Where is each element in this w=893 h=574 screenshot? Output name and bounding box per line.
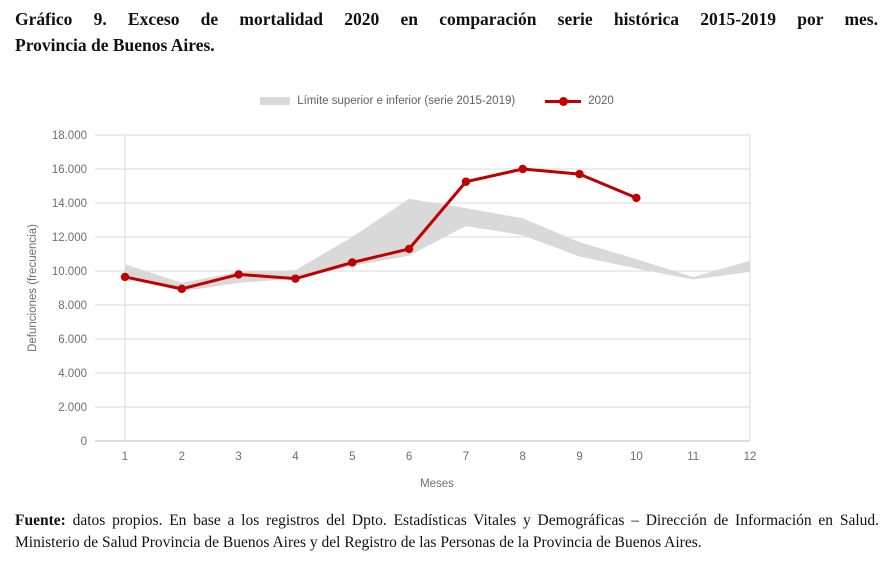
x-tick-label: 12 <box>744 451 757 463</box>
line-2020 <box>123 167 638 291</box>
caption-line-2: Provincia de Buenos Aires. <box>15 35 215 55</box>
source-line-1-text: datos propios. En base a los registros d… <box>65 512 879 529</box>
line-marker-icon <box>545 96 582 106</box>
y-axis-title: Defunciones (frecuencia) <box>27 224 39 352</box>
band-2015-2019 <box>125 198 750 292</box>
legend-label-band: Límite superior e inferior (serie 2015-2… <box>297 95 516 107</box>
source-note: Fuente: datos propios. En base a los reg… <box>15 510 879 553</box>
source-line-1: Fuente: datos propios. En base a los reg… <box>15 510 879 532</box>
data-point-2020 <box>575 169 584 179</box>
x-tick-label: 3 <box>235 451 241 463</box>
x-axis-title: Meses <box>420 478 454 490</box>
legend-item-2020: 2020 <box>545 95 614 107</box>
x-tick-label: 5 <box>349 451 355 463</box>
y-tick-label: 18.000 <box>52 130 87 142</box>
y-tick-label: 12.000 <box>52 232 87 244</box>
data-point-2020 <box>461 177 471 186</box>
y-tick-label: 10.000 <box>52 266 87 278</box>
x-tick-label: 2 <box>179 451 185 463</box>
y-tick-label: 0 <box>81 436 87 448</box>
y-tick-label: 8.000 <box>58 300 87 312</box>
chart-caption: Gráfico 9. Exceso de mortalidad 2020 en … <box>15 6 878 58</box>
y-tick-label: 2.000 <box>58 402 87 414</box>
chart-legend: Límite superior e inferior (serie 2015-2… <box>0 95 874 107</box>
data-point-2020 <box>234 270 243 279</box>
data-point-2020 <box>632 193 641 203</box>
x-tick-label: 11 <box>687 451 699 463</box>
legend-item-band: Límite superior e inferior (serie 2015-2… <box>260 95 515 107</box>
x-tick-label: 6 <box>406 451 412 463</box>
x-tick-label: 9 <box>576 451 582 463</box>
source-line-2: Ministerio de Salud Provincia de Buenos … <box>15 533 702 551</box>
x-tick-label: 1 <box>122 451 128 463</box>
data-point-2020 <box>348 258 357 267</box>
x-tick-label: 8 <box>520 451 526 463</box>
data-point-2020 <box>177 284 187 294</box>
y-tick-label: 4.000 <box>58 368 87 380</box>
y-tick-label: 16.000 <box>52 164 87 176</box>
y-tick-label: 6.000 <box>58 334 87 346</box>
x-tick-label: 4 <box>292 451 299 463</box>
source-prefix: Fuente: <box>15 512 66 529</box>
band-swatch-icon <box>260 97 291 105</box>
x-tick-label: 10 <box>630 451 643 463</box>
y-tick-label: 14.000 <box>52 198 87 210</box>
data-point-2020 <box>291 274 300 283</box>
legend-label-2020: 2020 <box>588 95 614 107</box>
marker-dot-icon <box>558 96 568 106</box>
data-point-2020 <box>404 244 414 254</box>
data-point-2020 <box>120 272 130 282</box>
caption-line-1: Gráfico 9. Exceso de mortalidad 2020 en … <box>15 9 878 29</box>
data-point-2020 <box>518 164 527 174</box>
x-tick-label: 7 <box>463 451 469 463</box>
